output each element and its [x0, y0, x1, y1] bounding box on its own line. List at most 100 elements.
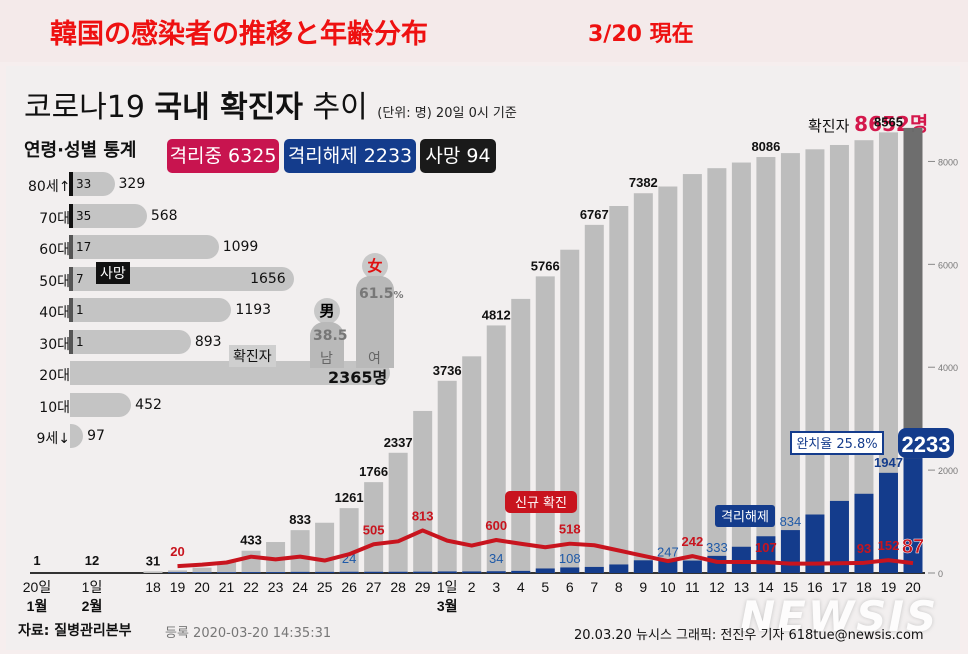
y-tick-label: 2000	[938, 466, 958, 476]
x-tick-label: 26	[341, 579, 357, 595]
confirmed-callout: 확진자	[229, 345, 276, 367]
death-marker	[69, 329, 73, 354]
total-bar	[364, 482, 384, 573]
total-bar	[878, 132, 898, 573]
title-suffix: 추이	[302, 90, 368, 125]
released-bar	[903, 458, 923, 573]
age-section-title: 연령·성별 통계	[24, 140, 137, 161]
total-value-label: 5766	[531, 258, 560, 273]
x-tick-label: 23	[268, 579, 284, 595]
age-group-label: 10대	[39, 399, 70, 416]
age-deaths-value: 7	[76, 271, 84, 286]
badge-released: 격리해제 2233	[284, 139, 416, 173]
age-group-label: 20대	[39, 368, 70, 384]
total-bar	[535, 276, 555, 573]
released-bar	[878, 472, 898, 573]
x-tick-label: 1일	[82, 579, 103, 595]
y-tick-label: 6000	[938, 260, 958, 270]
x-tick-label: 8	[615, 579, 623, 595]
released-total: 2233	[902, 432, 951, 457]
x-tick-label: 19	[881, 579, 897, 595]
female-pct: 61.5%	[359, 286, 404, 302]
y-tick-label: 4000	[938, 363, 958, 373]
total-bar	[192, 567, 212, 573]
total-bar	[633, 193, 653, 573]
age-cases-value: 1193	[235, 302, 272, 318]
released-bar	[192, 572, 212, 573]
death-marker	[69, 172, 73, 196]
female-figure	[356, 276, 394, 368]
age-bar	[70, 172, 115, 196]
death-marker	[69, 203, 73, 228]
released-bar	[486, 571, 506, 573]
released-bar	[413, 571, 433, 573]
x-tick-label: 19	[170, 579, 186, 595]
total-value-label: 4812	[482, 307, 511, 322]
age-cases-value: 97	[87, 428, 105, 444]
age-cases-value: 1656	[250, 270, 286, 287]
released-bar	[609, 564, 629, 573]
new-cases-tag-box	[505, 491, 577, 513]
total-value-label: 1	[33, 553, 40, 568]
total-value-label: 833	[289, 512, 311, 527]
x-tick-label: 11	[685, 579, 700, 595]
age-group-label: 40대	[39, 305, 70, 321]
female-pct-value: 61.5	[359, 286, 394, 302]
new-cases-value-label: 152	[878, 538, 900, 553]
y-tick-label: 0	[938, 569, 943, 579]
female-label: 여	[368, 351, 381, 367]
released-tag: 격리해제	[721, 510, 769, 525]
badge-deaths: 사망 94	[420, 139, 496, 173]
x-tick-label: 10	[660, 579, 676, 595]
new-cases-value-label: 20	[170, 544, 184, 559]
total-bar	[315, 522, 335, 573]
released-bar	[217, 572, 237, 573]
total-bar	[829, 144, 849, 573]
total-bar	[805, 149, 825, 573]
x-tick-label: 18	[145, 579, 161, 595]
released-value-label: 333	[706, 540, 728, 555]
total-value-label: 8565	[874, 114, 903, 129]
released-total-box	[898, 428, 954, 458]
total-bar	[707, 168, 727, 574]
total-value-label: 3736	[433, 363, 462, 378]
month-label: 2월	[82, 598, 103, 614]
total-bar	[511, 298, 531, 573]
age-bar	[70, 203, 147, 228]
month-label: 1월	[27, 598, 48, 614]
x-tick-label: 5	[541, 579, 549, 595]
new-cases-value-label: 518	[559, 522, 581, 537]
released-bar	[560, 567, 580, 573]
total-bar	[780, 153, 800, 573]
unit-note: (단위: 명) 20일 0시 기준	[377, 106, 517, 121]
total-bar	[462, 356, 482, 573]
x-tick-label: 17	[832, 579, 848, 595]
female-pct-suffix: %	[393, 290, 404, 301]
released-bar	[658, 560, 678, 573]
banner-title: 韓国の感染者の推移と年齢分布	[50, 19, 428, 50]
new-cases-tag: 신규 확진	[515, 496, 567, 511]
source-note: 자료: 질병관리본부	[18, 623, 132, 639]
released-bar	[168, 572, 188, 573]
death-marker	[69, 235, 73, 259]
released-bar	[829, 500, 849, 573]
age-bar	[70, 298, 232, 322]
title-prefix: 코로나19	[24, 90, 155, 125]
death-callout: 사망	[96, 262, 130, 284]
x-tick-label: 4	[517, 579, 525, 595]
released-bar	[364, 571, 384, 573]
released-bar	[682, 560, 702, 573]
age-deaths-value: 33	[76, 177, 92, 191]
total-bar	[854, 140, 874, 574]
x-tick-label: 3	[492, 579, 500, 595]
total-label-text: 확진자	[808, 117, 855, 135]
age-group-label: 30대	[39, 336, 70, 353]
age-cases-value: 568	[150, 207, 178, 224]
x-tick-label: 20	[194, 579, 210, 595]
banner: 韓国の感染者の推移と年齢分布 3/20 現在	[0, 0, 968, 62]
death-marker	[69, 298, 73, 322]
total-bar	[731, 162, 751, 573]
released-bar	[780, 530, 800, 573]
x-tick-label: 6	[566, 579, 574, 595]
released-bar	[731, 546, 751, 573]
